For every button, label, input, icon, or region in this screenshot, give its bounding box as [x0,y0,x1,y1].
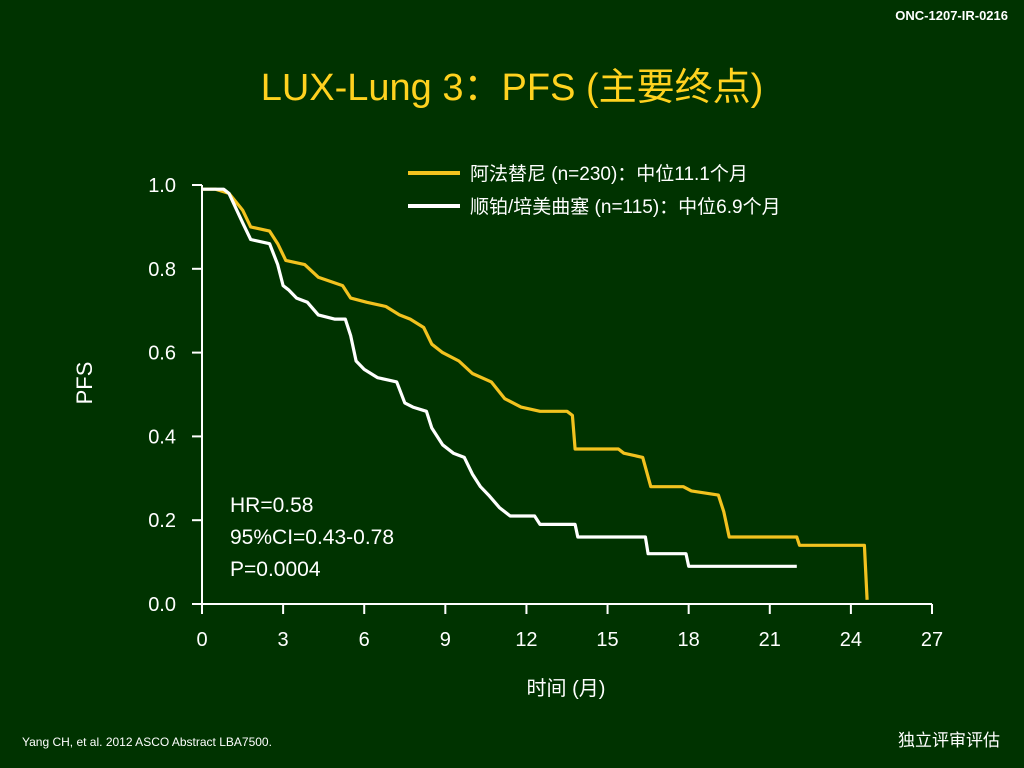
citation: Yang CH, et al. 2012 ASCO Abstract LBA75… [22,735,272,749]
x-tick-label: 21 [759,629,781,651]
chart-axes: 0.0 0.2 0.4 0.6 0.8 1.0 0 3 6 9 12 15 18 21 24 27 [148,175,943,651]
y-axis-label: PFS [72,362,97,405]
x-tick-label: 15 [596,629,618,651]
y-tick-label: 0.4 [148,426,176,448]
x-tick-label: 12 [515,629,537,651]
x-axis-label: 时间 (月) [527,677,606,700]
x-tick-label: 0 [196,629,207,651]
x-tick-label: 27 [921,629,943,651]
y-tick-label: 1.0 [148,175,176,197]
slide-title: LUX-Lung 3：PFS (主要终点) [260,67,764,109]
legend-label: 阿法替尼 (n=230)：中位11.1个月 [470,163,748,185]
stats-line: P=0.0004 [230,558,321,581]
y-tick-label: 0.8 [148,259,176,281]
y-tick-label: 0.2 [148,510,176,532]
x-tick-label: 9 [440,629,451,651]
stats-line: 95%CI=0.43-0.78 [230,526,394,549]
chart-curves [202,187,869,600]
chemo-curve [202,187,797,568]
chart-annotation: HR=0.58 95%CI=0.43-0.78 P=0.0004 [230,494,394,581]
legend-label: 顺铂/培美曲塞 (n=115)：中位6.9个月 [470,196,781,218]
y-tick-label: 0.0 [148,594,176,616]
stats-line: HR=0.58 [230,494,313,517]
review-note: 独立评审评估 [898,731,1000,750]
x-tick-label: 6 [359,629,370,651]
afatinib-curve [202,187,869,600]
y-tick-label: 0.6 [148,343,176,365]
x-tick-label: 24 [840,629,862,651]
x-tick-label: 18 [678,629,700,651]
x-tick-label: 3 [278,629,289,651]
slide-code: ONC-1207-IR-0216 [895,8,1008,23]
